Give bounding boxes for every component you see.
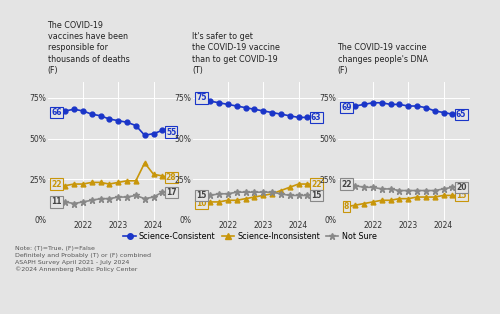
Text: 63: 63 [311, 113, 322, 122]
Text: 66: 66 [51, 108, 62, 117]
Text: The COVID-19
vaccines have been
responsible for
thousands of deaths
(F): The COVID-19 vaccines have been responsi… [48, 20, 129, 75]
Text: 28: 28 [166, 173, 176, 182]
Text: 69: 69 [341, 103, 351, 112]
Text: Note: (T)=True, (F)=False
Definitely and Probably (T) or (F) combined
ASAPH Surv: Note: (T)=True, (F)=False Definitely and… [15, 246, 151, 272]
Text: The COVID-19 vaccine
changes people's DNA
(F): The COVID-19 vaccine changes people's DN… [338, 43, 428, 75]
Text: 8: 8 [344, 202, 349, 211]
Text: 55: 55 [166, 127, 176, 137]
Text: 17: 17 [166, 188, 176, 197]
Text: 15: 15 [456, 191, 466, 200]
Text: 75: 75 [196, 93, 206, 102]
Text: 20: 20 [456, 183, 466, 192]
Text: 15: 15 [311, 191, 322, 200]
Text: 22: 22 [311, 180, 322, 188]
Text: It's safer to get
the COVID-19 vaccine
than to get COVID-19
(T): It's safer to get the COVID-19 vaccine t… [192, 32, 280, 75]
Text: 11: 11 [51, 198, 62, 206]
Text: 15: 15 [196, 191, 206, 200]
Text: 65: 65 [456, 110, 466, 119]
Legend: Science-Consistent, Science-Inconsistent, Not Sure: Science-Consistent, Science-Inconsistent… [120, 229, 380, 244]
Text: 10: 10 [196, 199, 206, 208]
Text: 22: 22 [51, 180, 62, 188]
Text: 22: 22 [341, 180, 351, 188]
